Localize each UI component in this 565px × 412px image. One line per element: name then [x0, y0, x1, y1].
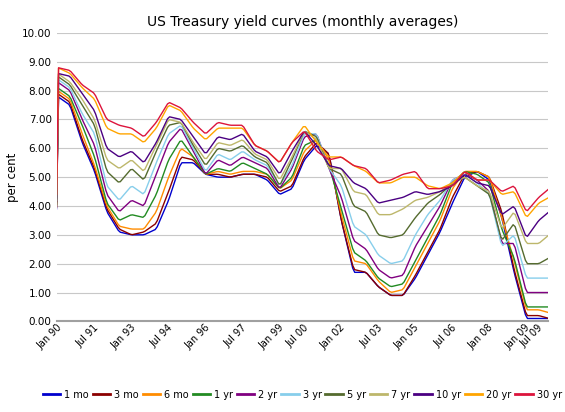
Title: US Treasury yield curves (monthly averages): US Treasury yield curves (monthly averag…	[146, 15, 458, 29]
Legend: 1 mo, 3 mo, 6 mo, 1 yr, 2 yr, 3 yr, 5 yr, 7 yr, 10 yr, 20 yr, 30 yr: 1 mo, 3 mo, 6 mo, 1 yr, 2 yr, 3 yr, 5 yr…	[43, 390, 562, 400]
Y-axis label: per cent: per cent	[6, 152, 19, 202]
